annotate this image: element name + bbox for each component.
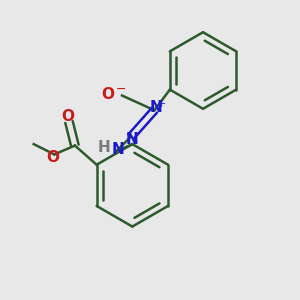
Text: H: H — [98, 140, 110, 155]
Text: O: O — [46, 150, 59, 165]
Text: N: N — [111, 142, 124, 158]
Text: O: O — [61, 109, 74, 124]
Text: O: O — [102, 87, 115, 102]
Text: N: N — [125, 132, 138, 147]
Text: +: + — [157, 99, 167, 109]
Text: −: − — [115, 82, 126, 95]
Text: N: N — [149, 100, 162, 116]
